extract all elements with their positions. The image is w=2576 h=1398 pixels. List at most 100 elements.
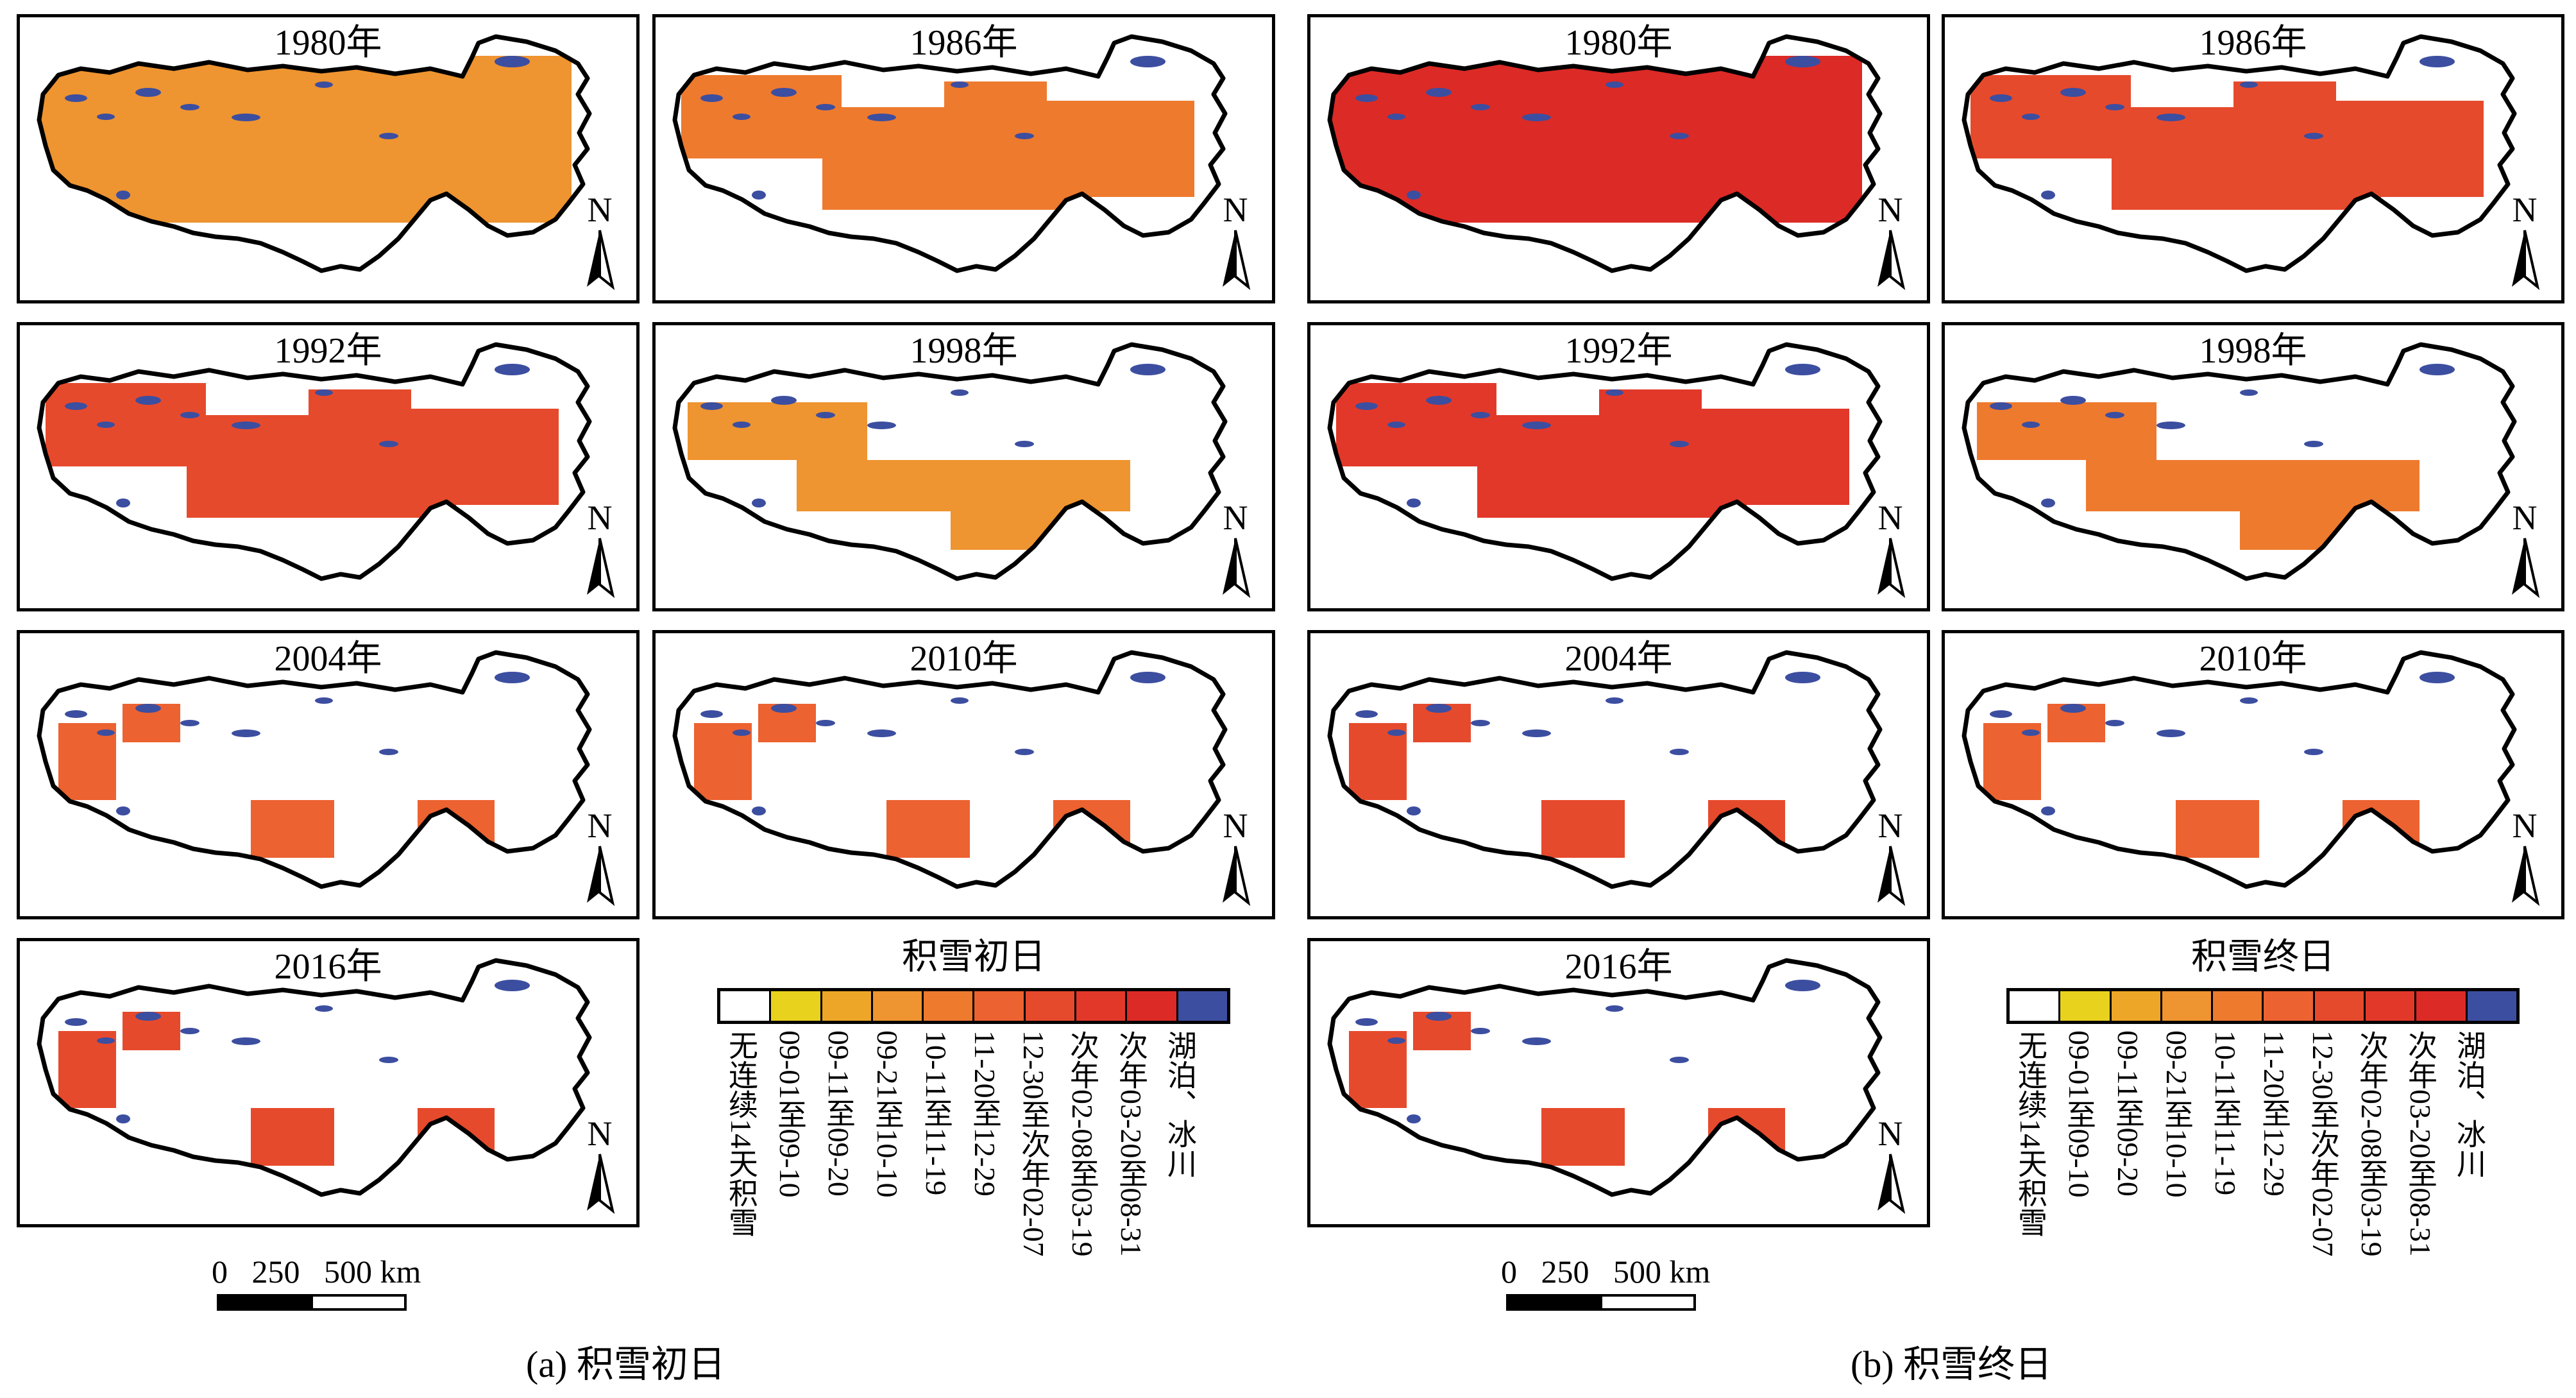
- lake-glacier-area: [752, 499, 766, 507]
- lake-glacier-area: [1670, 441, 1689, 447]
- region-boundary: [672, 650, 1228, 889]
- legend-swatch: [1025, 991, 1077, 1021]
- legend-swatch: [1076, 991, 1128, 1021]
- snow-area: [1708, 800, 1785, 851]
- lake-glacier-area: [2060, 704, 2086, 713]
- lake-glacier-area: [1426, 1012, 1452, 1021]
- scale-bar-a: 0 250 500 km: [212, 1254, 421, 1318]
- legend-label: 11-20至12-29: [969, 1030, 1001, 1197]
- lake-glacier-area: [379, 441, 398, 447]
- north-arrow: N: [2512, 191, 2540, 291]
- lake-glacier-area: [951, 389, 969, 396]
- north-label: N: [1878, 191, 1903, 229]
- legend-swatch: [771, 991, 822, 1021]
- caption-a: (a) 积雪初日: [526, 1343, 725, 1385]
- lake-glacier-area: [2304, 441, 2323, 447]
- north-label: N: [2512, 499, 2538, 537]
- legend-swatch: [822, 991, 873, 1021]
- legend-swatch: [2162, 991, 2214, 1021]
- lake-glacier-area: [1407, 806, 1421, 815]
- legend-label: 09-01至09-10: [2063, 1030, 2096, 1198]
- lake-glacier-area: [1785, 980, 1820, 991]
- lake-glacier-area: [379, 749, 398, 755]
- lake-glacier-area: [1387, 1037, 1405, 1044]
- region-boundary: [37, 342, 592, 581]
- region-map: N: [37, 650, 615, 907]
- region-map: N: [672, 650, 1251, 907]
- north-label: N: [588, 806, 613, 845]
- lake-glacier-area: [1670, 133, 1689, 139]
- lake-glacier-area: [1426, 704, 1452, 713]
- lake-glacier-area: [1606, 81, 1623, 88]
- snow-area: [1541, 1108, 1625, 1166]
- lake-glacier-area: [1471, 720, 1490, 726]
- region-map: N: [1962, 34, 2540, 291]
- year-label: 2010年: [2199, 639, 2307, 679]
- legend-label: 10-11至11-19: [2209, 1030, 2242, 1196]
- legend-swatch: [2416, 991, 2468, 1021]
- legend-label-cell: 次年02-08至03-19: [1058, 1030, 1107, 1300]
- lake-glacier-area: [1471, 1028, 1490, 1034]
- scale-segment-black: [217, 1294, 313, 1311]
- lake-glacier-area: [232, 1037, 260, 1045]
- north-arrow: N: [1223, 499, 1251, 599]
- region-map: N: [37, 958, 615, 1215]
- snow-area: [1977, 402, 2157, 460]
- north-arrow: N: [587, 806, 615, 907]
- map-b-2010: N 2010年: [1942, 630, 2564, 919]
- lake-glacier-area: [1471, 412, 1490, 418]
- lake-glacier-area: [1606, 1005, 1623, 1012]
- snow-area: [694, 723, 752, 800]
- lake-glacier-area: [135, 704, 161, 713]
- legend-label-cell: 09-01至09-10: [766, 1030, 815, 1300]
- legend-label-cell: 11-20至12-29: [961, 1030, 1010, 1300]
- snow-area: [1053, 800, 1130, 851]
- legend-title-b: 积雪终日: [2191, 937, 2335, 977]
- lake-glacier-area: [2060, 396, 2086, 405]
- scale-bar-b: 0 250 500 km: [1501, 1254, 1710, 1318]
- legend-label-cell: 湖泊、冰川: [2445, 1030, 2494, 1300]
- north-label: N: [1223, 806, 1248, 845]
- year-label: 2010年: [910, 639, 1018, 679]
- lake-glacier-area: [495, 672, 530, 683]
- lake-glacier-area: [1130, 56, 1165, 67]
- legend-label-cell: 湖泊、冰川: [1156, 1030, 1205, 1300]
- year-label: 1980年: [1564, 23, 1673, 63]
- legend-label: 09-21至10-10: [871, 1030, 904, 1198]
- lake-glacier-area: [232, 729, 260, 737]
- snow-area: [1708, 1108, 1785, 1159]
- snow-area: [58, 723, 116, 800]
- lake-glacier-area: [1387, 729, 1405, 736]
- region-boundary: [1327, 342, 1883, 581]
- lake-glacier-area: [2105, 720, 2124, 726]
- region-map: N: [1327, 34, 1906, 291]
- lake-glacier-area: [1355, 1018, 1378, 1026]
- north-label: N: [1878, 1114, 1903, 1153]
- year-label: 1992年: [1564, 331, 1673, 371]
- region-map: N: [1962, 342, 2540, 599]
- lake-glacier-area: [232, 114, 260, 121]
- lake-glacier-area: [2157, 729, 2185, 737]
- legend-label: 09-01至09-10: [774, 1030, 806, 1198]
- lake-glacier-area: [771, 704, 797, 713]
- snow-area: [58, 1031, 116, 1108]
- legend-label: 09-11至09-20: [822, 1030, 855, 1197]
- lake-glacier-area: [1785, 672, 1820, 683]
- legend-swatch: [924, 991, 975, 1021]
- lake-glacier-area: [97, 114, 115, 120]
- legend-swatch: [2264, 991, 2315, 1021]
- lake-glacier-area: [65, 94, 87, 102]
- snow-area: [2176, 800, 2259, 858]
- lake-glacier-area: [232, 422, 260, 429]
- north-label: N: [1223, 499, 1248, 537]
- lake-glacier-area: [1670, 749, 1689, 755]
- north-arrow: N: [1223, 806, 1251, 907]
- north-arrow: N: [587, 1114, 615, 1215]
- snow-area: [392, 409, 559, 505]
- lake-glacier-area: [495, 364, 530, 375]
- legend-label: 10-11至11-19: [920, 1030, 953, 1196]
- legend-label: 12-30至次年02-07: [1017, 1030, 1050, 1257]
- north-arrow: N: [1877, 806, 1906, 907]
- snow-area: [1336, 383, 1496, 466]
